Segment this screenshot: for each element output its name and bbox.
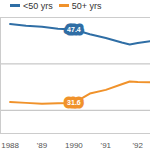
svg-text:1990: 1990 (65, 141, 83, 150)
svg-text:47.4: 47.4 (67, 26, 81, 33)
svg-text:1988: 1988 (1, 141, 19, 150)
svg-text:31.6: 31.6 (67, 99, 81, 106)
html-text:50+ yrs: 50+ yrs (71, 1, 102, 11)
html-text:<50 yrs: <50 yrs (23, 1, 53, 11)
svg-text:'92: '92 (133, 141, 144, 150)
svg-text:'89: '89 (37, 141, 48, 150)
svg-text:'91: '91 (101, 141, 112, 150)
